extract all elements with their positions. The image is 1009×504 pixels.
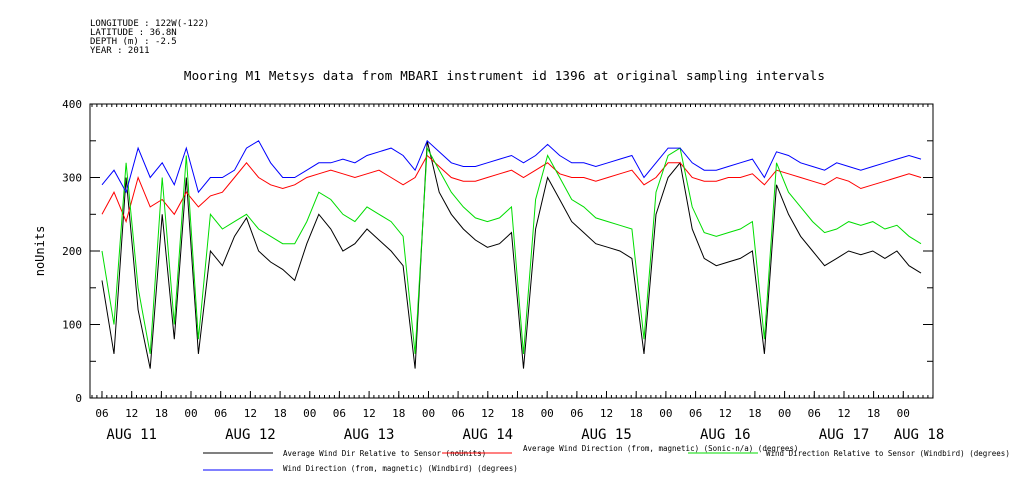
depth-text: DEPTH (m) : -2.5 [90,37,177,47]
tick-layer: 06 12 18 00 06 12 18 00 06 12 18 00 06 12 18 00 06 12 18 00… [62,98,944,443]
x-hour-tick-label: 18 [511,407,524,420]
x-hour-tick-label: 12 [837,407,850,420]
y-tick-label: 400 [62,98,82,111]
x-hour-tick-label: 18 [748,407,761,420]
x-hour-tick-label: 06 [333,407,346,420]
x-hour-tick-label: 12 [125,407,138,420]
x-hour-tick-label: 18 [155,407,168,420]
x-hour-tick-label: 00 [897,407,910,420]
x-hour-tick-label: 06 [214,407,227,420]
y-tick-label: 200 [62,245,82,258]
metadata-block: LONGITUDE : 122W(-122) LATITUDE : 36.8N … [90,20,209,56]
x-hour-tick-label: 00 [659,407,672,420]
series-line-4 [101,139,922,194]
x-date-label: AUG 12 [225,427,276,443]
latitude-text: LATITUDE : 36.8N [90,28,177,38]
y-axis-label: noUnits [33,226,47,277]
legend-label-1: Average Wind Dir Relative to Sensor (noU… [283,449,486,458]
y-tick-label: 300 [62,172,82,185]
x-hour-tick-label: 18 [630,407,643,420]
x-date-label: AUG 14 [463,427,514,443]
x-hour-tick-label: 06 [570,407,583,420]
x-hour-tick-label: 00 [541,407,554,420]
x-hour-tick-label: 12 [362,407,375,420]
chart-title: Mooring M1 Metsys data from MBARI instru… [183,68,826,83]
series-layer [101,139,922,369]
series-line-3 [101,146,922,354]
x-hour-tick-label: 00 [303,407,316,420]
y-tick-label: 100 [62,319,82,332]
series-line-2 [101,154,922,224]
x-hour-tick-label: 00 [422,407,435,420]
x-date-label: AUG 13 [344,427,395,443]
x-date-label: AUG 11 [106,427,157,443]
x-hour-tick-label: 12 [600,407,613,420]
x-date-label: AUG 17 [819,427,870,443]
longitude-text: LONGITUDE : 122W(-122) [90,19,210,29]
x-date-label: AUG 18 [894,427,945,443]
series-line-1 [101,140,922,369]
legend-label-4: Wind Direction (from, magnetic) (Windbir… [283,464,518,473]
legend-label-3: Wind Direction Relative to Sensor (Windb… [766,449,1009,458]
x-hour-tick-label: 18 [867,407,880,420]
x-hour-tick-label: 06 [451,407,464,420]
x-hour-tick-label: 06 [808,407,821,420]
x-hour-tick-label: 12 [481,407,494,420]
x-hour-tick-label: 12 [244,407,257,420]
x-hour-tick-label: 06 [95,407,108,420]
legend: Average Wind Dir Relative to Sensor (noU… [203,444,1009,473]
x-date-label: AUG 15 [581,427,632,443]
x-hour-tick-label: 18 [392,407,405,420]
x-hour-tick-label: 00 [778,407,791,420]
year-text: YEAR : 2011 [90,46,150,56]
legend-label-2: Average Wind Direction (from, magnetic) … [523,444,798,453]
x-hour-tick-label: 18 [273,407,286,420]
x-date-label: AUG 16 [700,427,751,443]
x-hour-tick-label: 00 [184,407,197,420]
x-hour-tick-label: 06 [689,407,702,420]
x-hour-tick-label: 12 [719,407,732,420]
plot-frame [89,103,934,399]
y-tick-label: 0 [75,392,82,405]
